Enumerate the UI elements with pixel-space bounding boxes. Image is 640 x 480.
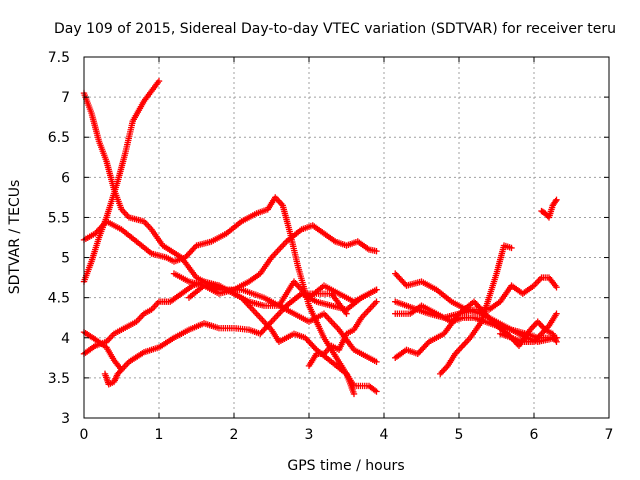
data-point-marker [373,286,380,293]
data-point-marker [373,247,380,255]
data-series [101,366,125,388]
x-tick-label: 5 [455,427,464,443]
y-tick-label: 7.5 [48,50,70,66]
data-point-marker [117,368,124,375]
data-series [305,298,380,370]
data-point-marker [508,244,515,252]
data-point-marker [553,310,560,317]
data-series [497,310,560,345]
chart-title: Day 109 of 2015, Sidereal Day-to-day VTE… [54,21,616,37]
data-point-marker [155,77,163,85]
y-tick-label: 3.5 [48,371,70,387]
y-axis-label: SDTVAR / TECUs [7,180,23,295]
data-point-marker [373,358,380,366]
data-point-marker [373,298,380,305]
x-tick-label: 7 [605,427,614,443]
y-tick-label: 6 [61,170,70,186]
data-series [80,194,380,395]
y-tick-label: 4 [61,331,70,347]
x-tick-label: 3 [305,427,314,443]
y-tick-label: 5.5 [48,210,70,226]
data-point-marker [553,338,560,345]
x-axis-label: GPS time / hours [287,458,404,474]
data-point-marker [373,388,380,395]
data-point-marker [553,196,560,203]
y-tick-label: 4.5 [48,291,70,307]
grid [84,57,609,418]
x-tick-label: 1 [155,427,164,443]
data-point-marker [553,284,560,291]
plot-frame [83,56,610,419]
y-tick-label: 5 [61,251,70,267]
data-markers [80,77,560,398]
y-tick-label: 6.5 [48,130,70,146]
data-point-marker [350,390,358,398]
data-series [185,282,358,398]
data-series [437,242,515,378]
data-point-marker [343,310,350,317]
x-tick-label: 4 [380,427,389,443]
data-series [283,290,350,317]
data-series [538,196,560,221]
x-tick-label: 0 [80,427,89,443]
axis-ticks: 0 1 2 3 4 5 6 7 3 3.5 4 4.5 5 5.5 6 6.5 7 7.5 [48,50,614,443]
x-tick-label: 6 [530,427,539,443]
x-tick-label: 2 [230,427,239,443]
data-series [80,77,163,285]
data-point-marker [552,197,559,205]
y-tick-label: 7 [61,90,70,106]
data-point-marker [118,366,125,374]
y-tick-label: 3 [61,411,70,427]
